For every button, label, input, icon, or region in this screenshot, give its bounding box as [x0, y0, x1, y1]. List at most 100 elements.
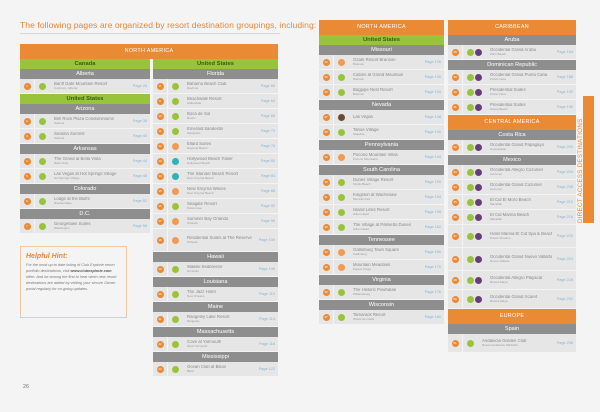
resort-row[interactable]: 29 Pocono Mountain Villas Pocono Mountains… [319, 150, 444, 165]
resort-name[interactable]: Occidental Allegro Cozumel [490, 167, 543, 172]
resort-row[interactable]: 35 Mountain Meadows Pigeon Forge Page 170 [319, 260, 444, 275]
resort-name[interactable]: Bell Rock Plaza Condominiums [54, 116, 114, 121]
side-tab-label[interactable]: DIRECT ACCESS DESTINATIONS [577, 118, 584, 223]
resort-row[interactable]: 22 Cove at Yarmouth West Yarmouth Page 118 [153, 337, 278, 352]
resort-name[interactable]: Island Links Resort [353, 207, 390, 212]
resort-row[interactable]: 32 Island Links Resort Hilton Head Page 158 [319, 205, 444, 220]
resort-name[interactable]: Georgetown Suites [54, 221, 91, 226]
resort-name[interactable]: Gatlinburg Town Square [353, 247, 400, 252]
resort-row[interactable]: 7 Georgetown Suites Washington Page 56 [20, 219, 150, 234]
resort-row[interactable]: 23 Ocean Club at Biloxi Biloxi Page 122 [153, 362, 278, 377]
resort-name[interactable]: Waikiki Seabreeze [187, 264, 223, 269]
resort-name[interactable]: El Cid El Moro Beach [490, 197, 531, 202]
resort-row[interactable]: 51 Andalucia Garden Club Nueva Andalucia, … [448, 334, 576, 353]
resort-name[interactable]: The Historic Powhatan [353, 287, 397, 292]
resort-name[interactable]: Hotel Marina El Cid Spa & Beach Resort [490, 231, 552, 236]
resort-name[interactable]: Kingston at Wachesaw [353, 192, 397, 197]
page-reference-link[interactable]: Page 56 [132, 224, 147, 228]
page-reference-link[interactable]: Page 88 [260, 189, 275, 193]
resort-row[interactable]: 41 Presidential Suites Sosua Beach Page 196 [448, 100, 576, 115]
resort-name[interactable]: Emerald Sandestin [187, 126, 224, 131]
resort-name[interactable]: El Cid Marina Beach [490, 212, 530, 217]
resort-row[interactable]: 21 Rangeley Lake Resort Rangeley Page 114 [153, 312, 278, 327]
page-reference-link[interactable]: Page 204 [556, 170, 573, 174]
resort-name[interactable]: Bagpipe Nest Resort [353, 87, 393, 92]
page-reference-link[interactable]: Page 158 [424, 210, 441, 214]
resort-row[interactable]: 36 The Historic Powhatan Williamsburg Page … [319, 285, 444, 300]
page-reference-link[interactable]: Page 154 [424, 195, 441, 199]
page-reference-link[interactable]: Page 118 [259, 342, 275, 346]
page-reference-link[interactable]: Page 96 [260, 219, 275, 223]
resort-name[interactable]: Boca de Sol [187, 111, 211, 116]
resort-name[interactable]: The Jazz Hotel [187, 289, 216, 294]
page-reference-link[interactable]: Page 196 [556, 105, 573, 109]
page-reference-link[interactable]: Page 60 [260, 84, 275, 88]
resort-row[interactable]: 30 Dunes Village Resort Myrtle Beach Page 1… [319, 175, 444, 190]
resort-row[interactable]: 3 Sedona Summit Sedona Page 40 [20, 129, 150, 144]
page-reference-link[interactable]: Page 36 [132, 119, 147, 123]
page-reference-link[interactable]: Page 176 [424, 290, 441, 294]
resort-row[interactable]: 28 Tahoe Village Stateline Page 140 [319, 125, 444, 140]
resort-name[interactable]: Occidental Allegro Playacar [490, 275, 543, 280]
resort-row[interactable]: 18 Residential Suites at The Reserve Orlan… [153, 229, 278, 252]
website-link[interactable]: www.clubexplorie.com [70, 268, 112, 273]
resort-name[interactable]: The Village at Palmetto Dunes [353, 222, 411, 227]
resort-name[interactable]: Mountain Meadows [353, 262, 391, 267]
resort-row[interactable]: 4 The Grand at Bella Vista Bella Vista Page… [20, 154, 150, 169]
resort-row[interactable]: 38 Occidental Grand Aruba Palm Beach Page 1… [448, 45, 576, 60]
resort-row[interactable]: 6 Lodge at the Bluffs Breckenridge Page 52 [20, 194, 150, 209]
resort-name[interactable]: Lodge at the Bluffs [54, 196, 90, 201]
resort-name[interactable]: Pocono Mountain Villas [353, 152, 398, 157]
resort-row[interactable]: 26 Bagpipe Nest Resort Branson Page 134 [319, 85, 444, 100]
page-reference-link[interactable]: Page 40 [132, 134, 147, 138]
page-reference-link[interactable]: Page 170 [424, 265, 441, 269]
page-reference-link[interactable]: Page 188 [556, 75, 573, 79]
resort-name[interactable]: Cove at Yarmouth [187, 339, 222, 344]
page-reference-link[interactable]: Page 200 [556, 145, 573, 149]
resort-name[interactable]: Occidental Grand Punta Cana [490, 72, 548, 77]
resort-name[interactable]: Ellard Suites [187, 141, 212, 146]
resort-name[interactable]: Occidental Grand Aruba [490, 47, 536, 52]
resort-row[interactable]: 2 Bell Rock Plaza Condominiums Sedona Page … [20, 114, 150, 129]
page-reference-link[interactable]: Page 162 [424, 225, 441, 229]
resort-row[interactable]: 42 Occidental Grand Papagayo Guanacaste Pag… [448, 140, 576, 155]
resort-row[interactable]: 24 Ozark Resort Branson Branson Page 126 [319, 55, 444, 70]
page-reference-link[interactable]: Page 236 [556, 341, 573, 345]
page-reference-link[interactable]: Page 126 [424, 60, 441, 64]
resort-name[interactable]: Las Vegas [353, 114, 374, 119]
resort-row[interactable]: 14 The Islander Beach Resort New Smyrna Be… [153, 169, 278, 184]
resort-row[interactable]: 43 Occidental Allegro Cozumel Cozumel Page … [448, 165, 576, 180]
resort-row[interactable]: 49 Occidental Allegro Playacar Riviera May… [448, 271, 576, 290]
resort-row[interactable]: 31 Kingston at Wachesaw Murrells Inlet Page… [319, 190, 444, 205]
resort-name[interactable]: Tahoe Village [353, 127, 379, 132]
resort-name[interactable]: Las Vegas at Hot Springs Village [54, 171, 117, 176]
resort-row[interactable]: 25 Cabins at Grand Mountain Branson Page 13… [319, 70, 444, 85]
resort-row[interactable]: 50 Occidental Grand Xcaret Riviera Maya Pag… [448, 290, 576, 309]
page-reference-link[interactable]: Page 232 [556, 297, 573, 301]
resort-row[interactable]: 16 Seagate Resort Kissimmee Page 92 [153, 199, 278, 214]
resort-name[interactable]: Dunes Village Resort [353, 177, 394, 182]
page-reference-link[interactable]: Page 48 [132, 174, 147, 178]
page-reference-link[interactable]: Page 114 [259, 317, 275, 321]
page-reference-link[interactable]: Page 84 [260, 174, 275, 178]
resort-name[interactable]: Tamarack Resort [353, 312, 386, 317]
page-reference-link[interactable]: Page 110 [259, 292, 275, 296]
resort-row[interactable]: 47 Hotel Marina El Cid Spa & Beach Resort… [448, 225, 576, 248]
resort-row[interactable]: 46 El Cid Marina Beach Mazatlán Page 216 [448, 210, 576, 225]
resort-row[interactable]: 37 Tamarack Resort Wisconsin Dells Page 180 [319, 310, 444, 325]
page-reference-link[interactable]: Page 150 [424, 180, 441, 184]
resort-name[interactable]: The Grand at Bella Vista [54, 156, 101, 161]
page-reference-link[interactable]: Page 122 [258, 367, 275, 371]
resort-row[interactable]: 40 Presidential Suites Punta Cana Page 192 [448, 85, 576, 100]
page-reference-link[interactable]: Page 212 [556, 200, 573, 204]
resort-row[interactable]: 20 The Jazz Hotel New Orleans Page 110 [153, 287, 278, 302]
resort-row[interactable]: 5 Las Vegas at Hot Springs Village Hot Spr… [20, 169, 150, 184]
page-reference-link[interactable]: Page 72 [260, 129, 275, 133]
resort-name[interactable]: The Islander Beach Resort [187, 171, 239, 176]
page-reference-link[interactable]: Page 228 [556, 278, 573, 282]
resort-row[interactable]: 19 Waikiki Seabreeze Honolulu Page 106 [153, 262, 278, 277]
page-reference-link[interactable]: Page 44 [132, 159, 147, 163]
resort-name[interactable]: Occidental Grand Nuevo Vallarta [490, 254, 552, 259]
resort-name[interactable]: Andalucia Garden Club [482, 338, 527, 343]
page-reference-link[interactable]: Page 64 [260, 99, 275, 103]
